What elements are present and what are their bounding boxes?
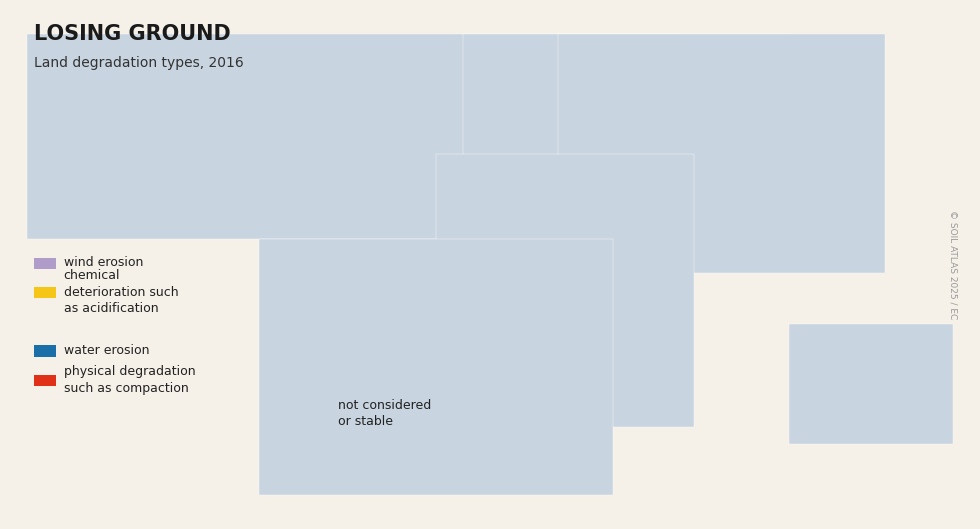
- Bar: [27, 34, 790, 239]
- Text: Land degradation types, 2016: Land degradation types, 2016: [34, 56, 244, 69]
- Text: LOSING GROUND: LOSING GROUND: [34, 24, 231, 44]
- Bar: [435, 153, 694, 426]
- Text: not considered
or stable: not considered or stable: [338, 399, 431, 428]
- Bar: [259, 239, 612, 495]
- Bar: [790, 324, 953, 444]
- Text: © SOIL ATLAS 2025 / EC: © SOIL ATLAS 2025 / EC: [948, 210, 957, 319]
- Bar: [558, 34, 885, 273]
- Text: water erosion: water erosion: [64, 344, 149, 357]
- Text: wind erosion: wind erosion: [64, 257, 143, 269]
- Text: chemical
deterioration such
as acidification: chemical deterioration such as acidifica…: [64, 269, 178, 315]
- Bar: [463, 34, 680, 171]
- Text: physical degradation
such as compaction: physical degradation such as compaction: [64, 365, 195, 395]
